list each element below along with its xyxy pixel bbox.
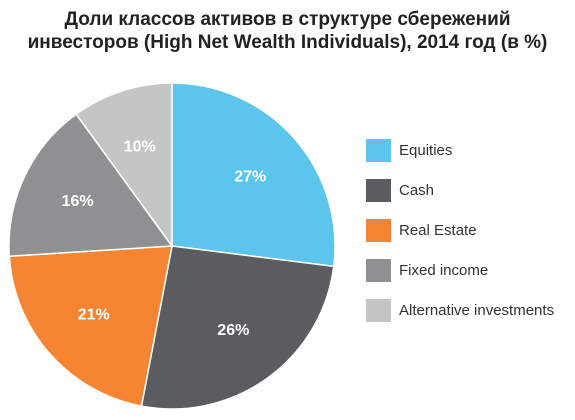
slice-label-fixed-income: 16% <box>62 193 94 210</box>
pie-slice-fixed-income <box>8 113 174 258</box>
legend-item-alternative-investments: Alternative investments <box>366 297 554 323</box>
legend-item-equities: Equities <box>366 137 452 163</box>
pie-slice-labels: 27% 26% 21% 16% 10% <box>62 138 267 339</box>
legend-item-real-estate: Real Estate <box>366 217 477 243</box>
pie-slice-alternative-investments <box>75 82 173 249</box>
slice-label-equities: 27% <box>234 169 266 186</box>
legend-swatch <box>366 218 391 242</box>
legend-swatch <box>366 298 391 322</box>
chart-title-line-1: Доли классов активов в структуре сбереже… <box>64 9 511 30</box>
legend-label: Cash <box>399 181 435 199</box>
pie-slice-cash <box>140 245 335 410</box>
legend-swatch <box>366 138 391 162</box>
pie-slices <box>8 82 336 410</box>
legend-label: Alternative investments <box>399 301 555 319</box>
legend-swatch <box>366 178 391 202</box>
legend-label: Fixed income <box>399 261 489 279</box>
slice-label-alternative-investments: 10% <box>124 138 156 155</box>
slice-label-real-estate: 21% <box>78 306 110 323</box>
chart-title-line-2: инвесторов (High Net Wealth Individuals)… <box>27 32 548 53</box>
chart-title: Доли классов активов в структуре сбереже… <box>0 8 575 54</box>
legend-item-fixed-income: Fixed income <box>366 257 488 283</box>
legend-item-cash: Cash <box>366 177 434 203</box>
legend-label: Real Estate <box>399 221 477 239</box>
legend-swatch <box>366 258 391 282</box>
pie-slice-equities <box>171 82 336 268</box>
pie-slice-real-estate <box>8 245 173 407</box>
legend-label: Equities <box>399 141 453 159</box>
slice-label-cash: 26% <box>217 322 249 339</box>
